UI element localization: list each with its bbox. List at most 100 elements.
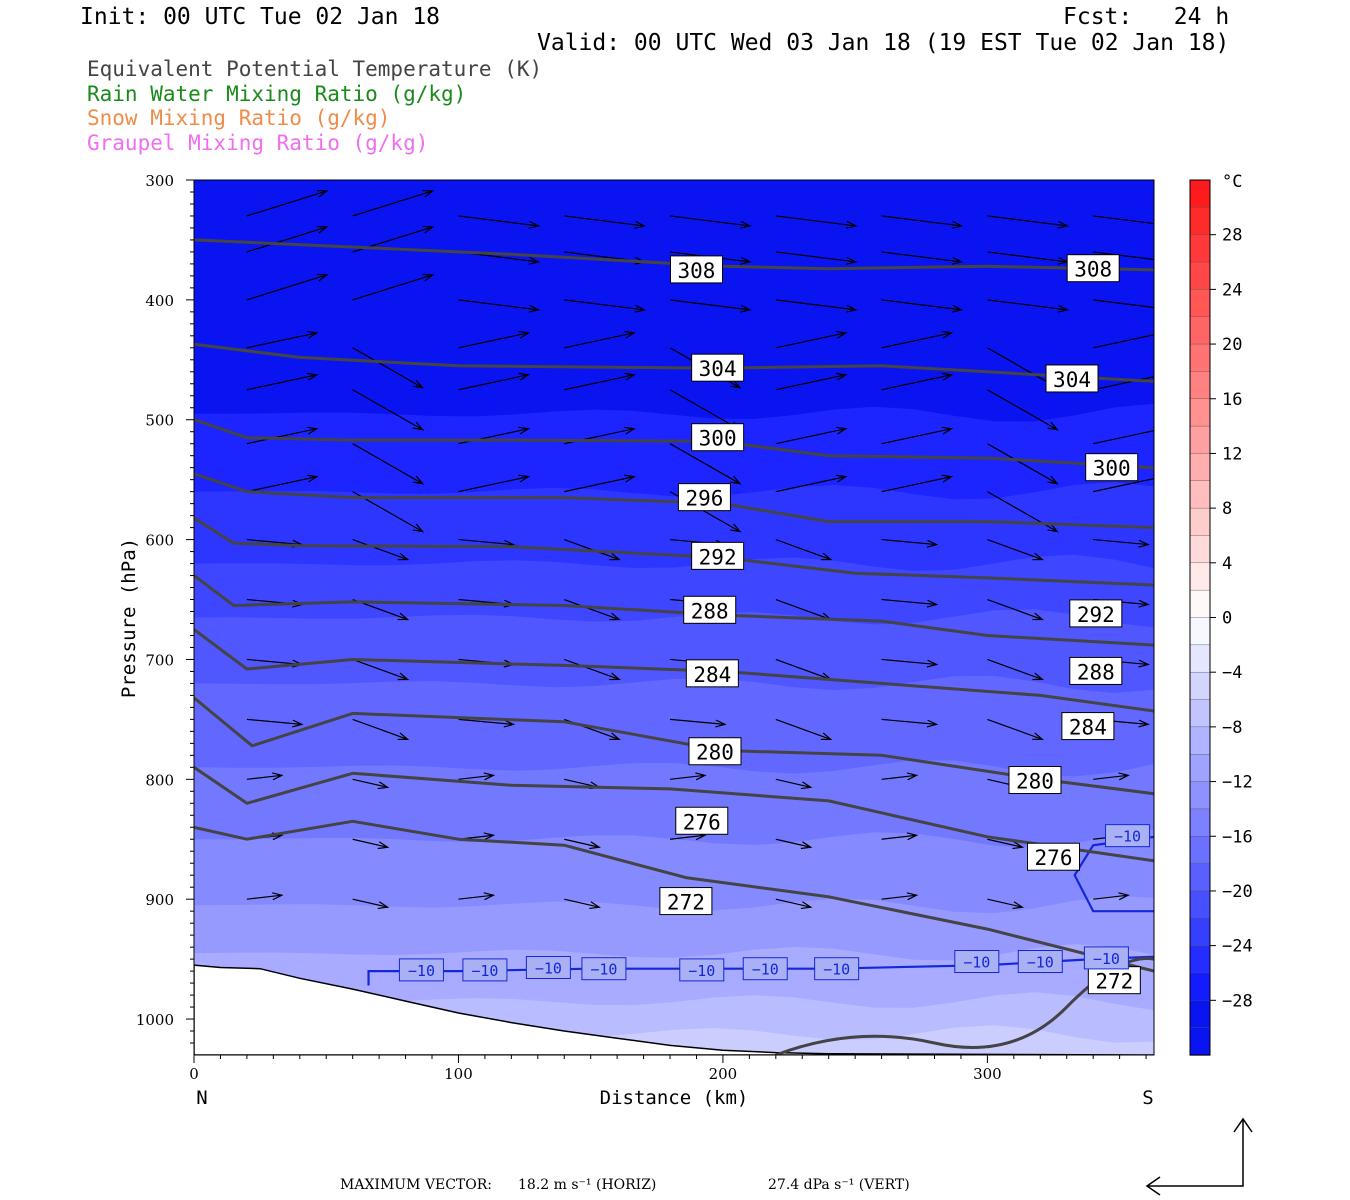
theta-e-label-300: 300 (1085, 453, 1139, 482)
forecast-hour: Fcst: 24 h (1063, 4, 1230, 30)
wind-vector (458, 372, 531, 391)
svg-text:280: 280 (1016, 770, 1054, 794)
wind-vector (246, 772, 284, 781)
svg-text:284: 284 (693, 663, 731, 687)
wind-vector (352, 778, 390, 790)
wind-vector (1093, 330, 1154, 349)
theta-e-label-284: 284 (1061, 712, 1115, 741)
wind-vector (352, 658, 410, 681)
theta-e-label-296: 296 (677, 483, 731, 512)
wind-vector (564, 215, 646, 229)
wind-vector (564, 330, 636, 349)
svg-text:−10: −10 (535, 960, 562, 978)
colorbar-tick-label: −8 (1222, 718, 1242, 738)
wind-vector (246, 189, 329, 217)
colorbar-tick-label: −24 (1222, 937, 1253, 957)
svg-text:300: 300 (1093, 457, 1131, 481)
colorbar-tick-label: 12 (1222, 444, 1242, 464)
wind-vector (246, 372, 319, 391)
wind-vector (775, 718, 833, 740)
colorbar-step (1189, 343, 1211, 373)
colorbar-step (1189, 1027, 1211, 1056)
theta-e-line-288 (194, 574, 1154, 647)
theta-e-label-276: 276 (1027, 842, 1081, 871)
y-tick-label: 300 (145, 172, 174, 190)
svg-text:292: 292 (699, 545, 737, 569)
colorbar-tick-label: −4 (1222, 663, 1242, 683)
theta-e-label-304: 304 (1045, 364, 1099, 393)
colorbar-tick-label: 28 (1222, 226, 1242, 246)
wind-vector (881, 538, 939, 548)
wind-vector (987, 658, 1045, 681)
wind-vector (775, 299, 858, 313)
wind-vector (352, 389, 425, 431)
colorbar-step (1189, 316, 1211, 345)
svg-text:272: 272 (667, 891, 705, 915)
wind-vector (458, 718, 516, 728)
colorbar-tick-label: 0 (1222, 609, 1232, 629)
svg-text:308: 308 (1074, 258, 1112, 282)
wind-vector (881, 598, 939, 608)
wind-vector (1093, 372, 1154, 391)
wind-vector (987, 389, 1059, 431)
y-axis: 300 400 500 600 700 800 900 1000 (136, 172, 194, 1044)
colorbar-tick-label: −28 (1222, 991, 1253, 1011)
wind-vector (669, 215, 752, 229)
colorbar-step (1189, 480, 1211, 509)
x-axis: 0 100 200 300 (189, 1055, 1147, 1083)
colorbar-step (1189, 808, 1211, 837)
colorbar-step (1189, 1000, 1211, 1029)
wind-vector (458, 474, 531, 493)
wind-vector (775, 474, 848, 493)
x-left-endpoint: N (196, 1087, 207, 1109)
theta-e-line-276 (194, 766, 1154, 863)
wind-vector (987, 443, 1059, 485)
wind-vector (881, 372, 954, 391)
theta-e-line-272 (194, 819, 1154, 973)
wind-vector (458, 215, 541, 229)
wind-vector (352, 273, 435, 301)
wind-vector (881, 832, 919, 841)
colorbar-step (1189, 289, 1211, 318)
colorbar-step (1189, 972, 1211, 1002)
wind-vector (987, 898, 1025, 910)
colorbar-step (1189, 207, 1211, 236)
terrain (194, 964, 1154, 1055)
colorbar-step (1189, 945, 1211, 974)
wind-vector (881, 718, 939, 728)
wind-vector (352, 718, 410, 740)
y-axis-label: Pressure (hPa) (118, 538, 140, 698)
wind-vector (669, 443, 742, 485)
colorbar-step (1189, 398, 1211, 427)
wind-vector (1093, 299, 1154, 309)
theta-e-label-276: 276 (675, 806, 729, 835)
wind-vector (352, 443, 425, 485)
colorbar-tick-label: 20 (1222, 335, 1242, 355)
colorbar-step (1189, 234, 1211, 263)
wind-vector (987, 539, 1045, 561)
colorbar-step (1189, 371, 1211, 400)
isotherm-label: −10 (462, 958, 508, 982)
colorbar: 28 24 20 16 12 8 4 0 −4 −8 −12 −16 −20 −24 −28 (1189, 179, 1253, 1056)
colorbar-tick-label: 8 (1222, 499, 1232, 519)
wind-vector (987, 838, 1025, 850)
svg-text:−10: −10 (1093, 950, 1120, 968)
x-right-endpoint: S (1142, 1087, 1153, 1109)
legend-rain: Rain Water Mixing Ratio (g/kg) (87, 82, 467, 106)
wind-vector (881, 892, 919, 901)
wind-vector (987, 299, 1070, 313)
max-vector-horiz: 18.2 m s⁻¹ (HORIZ) (518, 1177, 657, 1193)
y-tick-label: 700 (145, 651, 174, 669)
wind-vector (775, 778, 813, 790)
wind-vector (352, 347, 425, 389)
wind-vector (775, 539, 833, 561)
x-tick-label: 200 (709, 1065, 738, 1083)
wind-vector (775, 215, 858, 229)
isotherm-label: −10 (1083, 946, 1129, 970)
colorbar-tick-label: −12 (1222, 773, 1253, 793)
colorbar-tick-label: 4 (1222, 554, 1232, 574)
colorbar-step (1189, 699, 1211, 728)
colorbar-step (1189, 863, 1211, 892)
wind-vector (564, 598, 621, 621)
